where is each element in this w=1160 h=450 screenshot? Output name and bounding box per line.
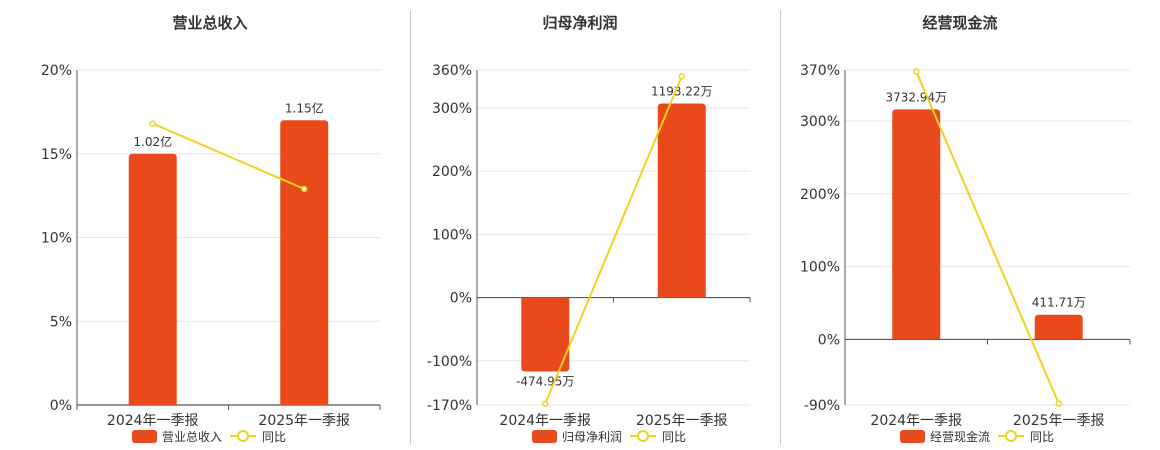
bar-data-label: 1.15亿 (285, 100, 324, 115)
y-tick-label: 100% (432, 227, 472, 243)
bar-data-label: 3732.94万 (885, 90, 947, 104)
y-tick-label: -170% (427, 398, 472, 414)
y-tick-label: 10% (41, 231, 72, 247)
y-tick-label: 200% (800, 187, 840, 203)
legend-bar-label: 经营现金流 (930, 429, 990, 444)
legend-line-marker (1005, 430, 1017, 442)
yoy-point (149, 120, 156, 127)
yoy-point (542, 400, 549, 407)
y-tick-label: 360% (432, 63, 472, 79)
yoy-line (152, 122, 305, 190)
yoy-point (1055, 400, 1062, 407)
yoy-line (915, 71, 1060, 404)
bar (657, 103, 706, 298)
yoy-point (301, 185, 308, 193)
panel-divider (410, 10, 411, 444)
y-tick-label: 300% (800, 114, 840, 130)
y-tick-label: 5% (50, 314, 72, 330)
chart-title: 归母净利润 (542, 14, 617, 32)
y-tick-label: 15% (41, 147, 72, 163)
bar (128, 153, 177, 405)
bar-data-label: 411.71万 (1032, 296, 1086, 310)
x-category-label: 2025年一季报 (1013, 413, 1105, 429)
y-tick-label: 100% (800, 260, 840, 276)
bar (521, 297, 570, 372)
x-category-label: 2024年一季报 (499, 413, 591, 429)
bar (280, 120, 329, 405)
legend-bar-label: 归母净利润 (562, 430, 622, 444)
bar (892, 109, 941, 340)
y-tick-label: 300% (432, 101, 472, 117)
legend-line-marker (237, 430, 249, 442)
legend-line-label: 同比 (1030, 430, 1054, 444)
chart-panel-1: 营业总收入 0% 5% 10% 15% 20% 2024年一季报 2025年一季报 1.02亿 1… (41, 14, 381, 444)
legend-line-marker (637, 430, 649, 442)
chart-panel-3: 经营现金流 -90% 0% 100% 200% 300% 370% 2024年一季报 2025年… (800, 14, 1131, 444)
y-tick-label: 20% (41, 63, 72, 79)
y-tick-label: 0% (50, 398, 72, 414)
legend-line-label: 同比 (262, 430, 286, 444)
legend-line-label: 同比 (662, 430, 686, 444)
bar-data-label: 1193.22万 (651, 85, 713, 99)
legend-bar-swatch (900, 430, 925, 443)
legend-bar-label: 营业总收入 (162, 430, 222, 444)
panel-divider (780, 10, 781, 444)
bar-data-label: 1.02亿 (133, 134, 172, 149)
chart-title: 营业总收入 (172, 14, 247, 32)
x-category-label: 2024年一季报 (107, 413, 199, 429)
y-tick-label: -100% (427, 354, 472, 370)
y-tick-label: 200% (432, 164, 472, 180)
legend-bar-swatch (132, 430, 157, 443)
y-tick-label: 0% (450, 291, 472, 307)
yoy-point (678, 73, 685, 80)
y-tick-label: 370% (800, 63, 840, 79)
yoy-line (544, 75, 683, 405)
bar (1034, 314, 1083, 340)
yoy-point (913, 68, 920, 75)
y-tick-label: -90% (804, 398, 840, 414)
legend-bar-swatch (532, 430, 557, 443)
chart-title: 经营现金流 (922, 14, 997, 32)
chart-panel-2: 归母净利润 -170% -100% 0% 100% 200% 300% 360% 2024年一季… (427, 14, 751, 444)
x-category-label: 2025年一季报 (636, 413, 728, 429)
x-category-label: 2025年一季报 (258, 413, 350, 429)
bar-data-label: -474.95万 (516, 375, 574, 389)
x-category-label: 2024年一季报 (870, 413, 962, 429)
y-tick-label: 0% (818, 332, 840, 348)
